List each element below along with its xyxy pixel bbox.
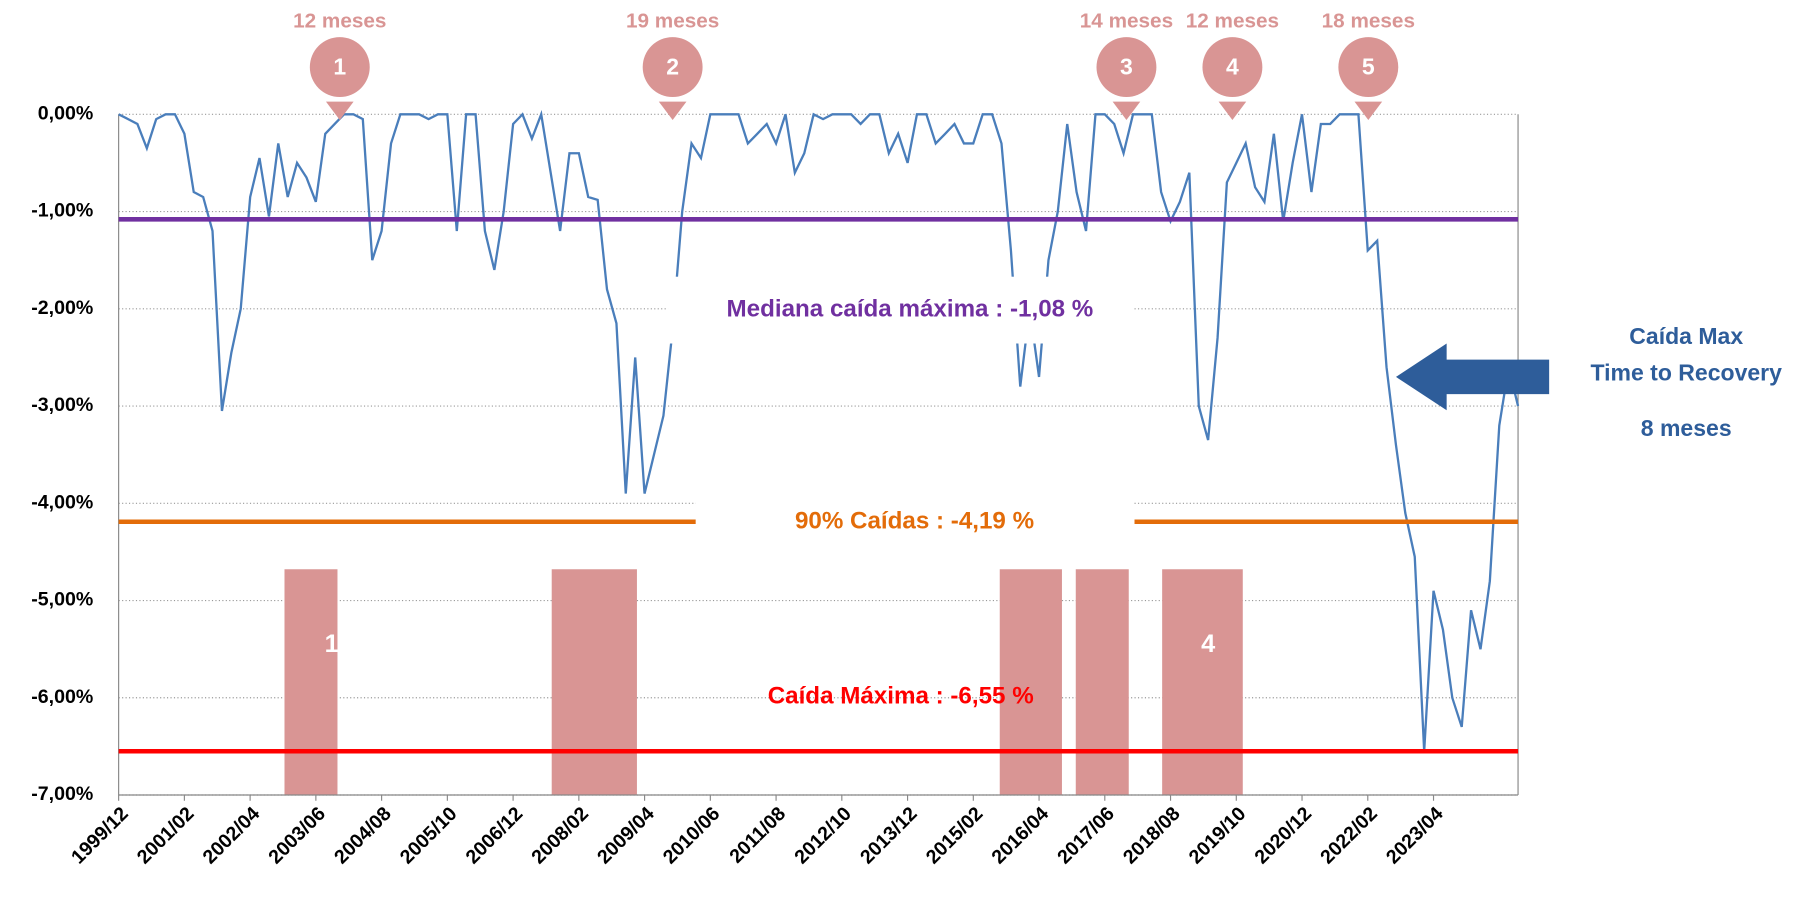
marker-number: 4 bbox=[1226, 53, 1239, 79]
marker-number: 2 bbox=[666, 53, 679, 79]
marker-number: 1 bbox=[333, 53, 346, 79]
x-tick-label: 2018/08 bbox=[1119, 803, 1185, 869]
y-tick-label: -7,00% bbox=[31, 783, 93, 805]
reference-label: Caída Máxima : -6,55 % bbox=[768, 682, 1034, 709]
x-tick-label: 2006/12 bbox=[462, 803, 528, 869]
period-number: 4 bbox=[1201, 630, 1215, 658]
x-tick-label: 2016/04 bbox=[988, 803, 1054, 869]
marker-pointer bbox=[658, 101, 687, 121]
period-bar bbox=[1162, 569, 1243, 796]
marker-circle bbox=[1202, 37, 1263, 98]
marker-number: 5 bbox=[1362, 53, 1375, 79]
marker-label: 14 meses bbox=[1080, 10, 1173, 33]
reference-label: 90% Caídas : -4,19 % bbox=[795, 507, 1034, 534]
x-tick-label: 1999/12 bbox=[67, 803, 133, 869]
marker-label: 18 meses bbox=[1322, 10, 1415, 33]
recovery-periods bbox=[284, 569, 1243, 796]
x-tick-label: 2020/12 bbox=[1251, 803, 1317, 869]
y-tick-label: -6,00% bbox=[31, 686, 93, 708]
marker-number: 3 bbox=[1120, 53, 1133, 79]
x-tick-label: 2011/08 bbox=[725, 803, 790, 868]
x-tick-label: 2012/10 bbox=[790, 803, 856, 869]
marker-pointer bbox=[1112, 101, 1141, 121]
x-tick-label: 2023/04 bbox=[1382, 803, 1448, 869]
side-annotation: Caída Max bbox=[1629, 323, 1743, 349]
marker-pointer bbox=[1218, 101, 1247, 121]
y-tick-label: -3,00% bbox=[31, 394, 93, 416]
period-bar bbox=[551, 569, 637, 796]
side-annotation: 8 meses bbox=[1641, 415, 1732, 441]
y-tick-label: -1,00% bbox=[31, 200, 93, 222]
data-line bbox=[118, 109, 1520, 752]
x-tick-label: 2019/10 bbox=[1185, 803, 1251, 869]
marker-label: 19 meses bbox=[626, 10, 719, 33]
marker-pointer bbox=[1354, 101, 1383, 121]
x-tick-label: 2010/06 bbox=[659, 803, 725, 869]
marker-circle bbox=[1338, 37, 1399, 98]
marker-label: 12 meses bbox=[1186, 10, 1279, 33]
y-tick-label: -2,00% bbox=[31, 297, 93, 319]
x-tick-label: 2005/10 bbox=[396, 803, 462, 869]
reference-label: Mediana caída máxima : -1,08 % bbox=[727, 295, 1094, 322]
y-tick-label: -4,00% bbox=[31, 491, 93, 513]
side-annotation: Time to Recovery bbox=[1590, 360, 1782, 386]
period-number: 1 bbox=[325, 630, 339, 658]
label-background bbox=[695, 502, 1135, 542]
x-tick-label: 2003/06 bbox=[264, 803, 330, 869]
arrow bbox=[1395, 343, 1550, 411]
y-tick-label: 0,00% bbox=[38, 102, 94, 124]
x-tick-label: 2013/12 bbox=[856, 803, 922, 869]
y-tick-label: -5,00% bbox=[31, 589, 93, 611]
marker-circle bbox=[1096, 37, 1157, 98]
x-tick-label: 2002/04 bbox=[199, 803, 265, 869]
x-tick-label: 2009/04 bbox=[593, 803, 659, 869]
marker-pointer bbox=[325, 101, 354, 121]
x-tick-label: 2022/02 bbox=[1316, 803, 1382, 869]
period-bar bbox=[1075, 569, 1129, 796]
x-tick-label: 2015/02 bbox=[922, 803, 988, 869]
marker-label: 12 meses bbox=[293, 10, 386, 33]
marker-circle bbox=[309, 37, 370, 98]
period-bar bbox=[284, 569, 338, 796]
marker-circle bbox=[642, 37, 703, 98]
period-bar bbox=[999, 569, 1062, 796]
x-tick-label: 2001/02 bbox=[133, 803, 199, 869]
x-tick-label: 2008/02 bbox=[527, 803, 593, 869]
x-tick-label: 2004/08 bbox=[330, 803, 396, 869]
x-tick-label: 2017/06 bbox=[1053, 803, 1119, 869]
label-background bbox=[668, 276, 1135, 344]
